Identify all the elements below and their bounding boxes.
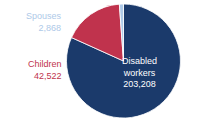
- svg-text:Spouses2,868: Spouses2,868: [26, 11, 62, 33]
- svg-text:Children42,522: Children42,522: [28, 59, 62, 81]
- svg-text:Disabledworkers203,208: Disabledworkers203,208: [122, 56, 157, 89]
